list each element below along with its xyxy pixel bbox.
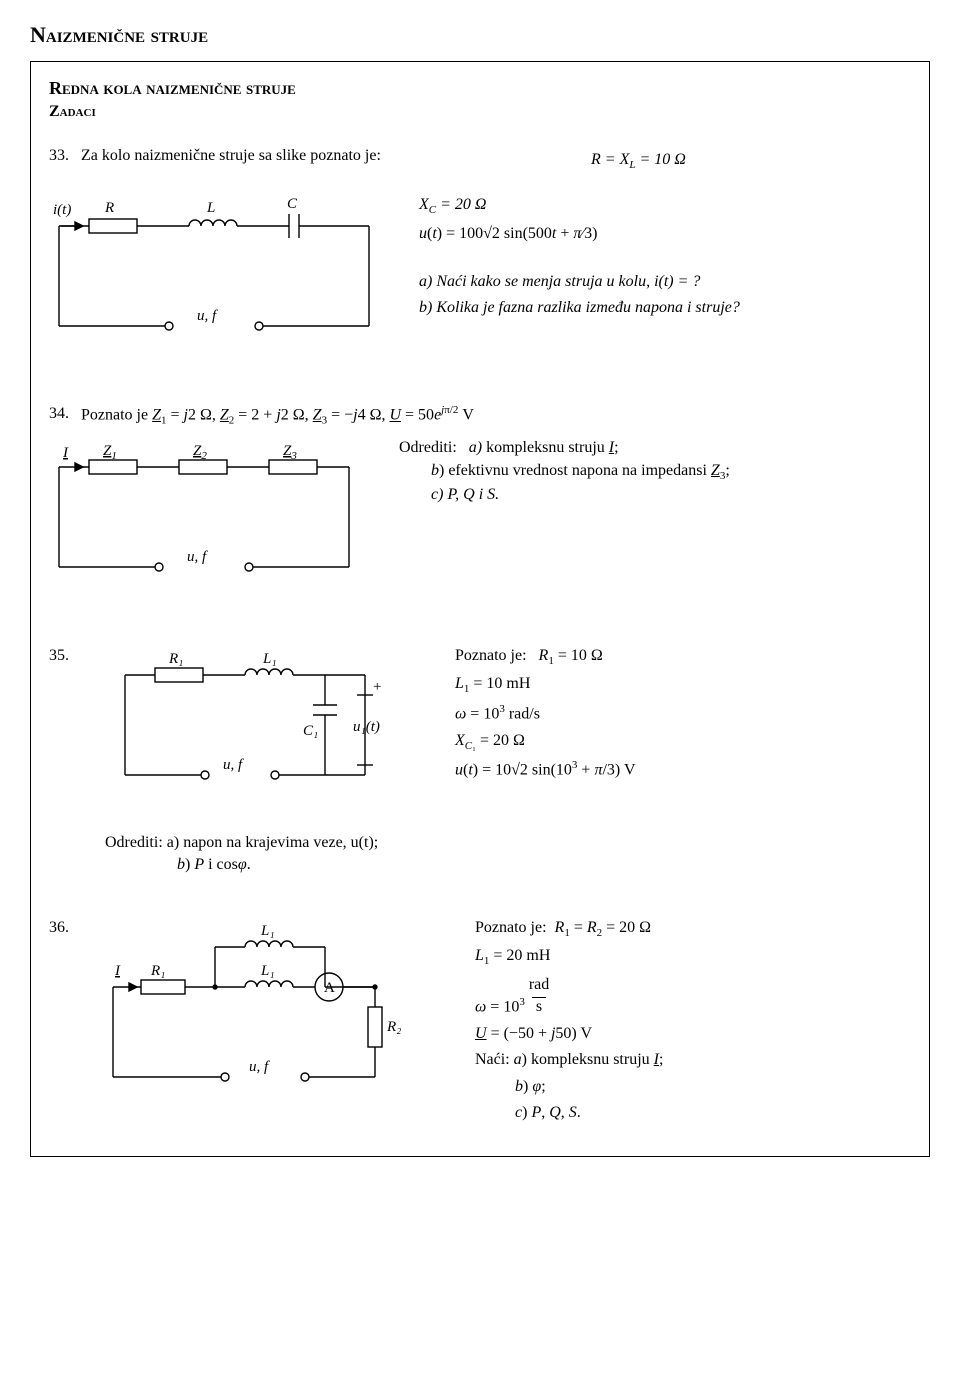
label-c1: C₁ bbox=[303, 723, 318, 739]
problem-33: 33. Za kolo naizmenične struje sa slike … bbox=[49, 145, 911, 363]
circuit-33: i(t) R L C bbox=[49, 186, 389, 363]
given-eq: ω = 103 rad/s bbox=[455, 702, 911, 726]
circuit-35: R₁ L₁ C₁ + bbox=[105, 645, 425, 877]
problem-number: 35. bbox=[49, 645, 75, 667]
problem-36: 36. I R₁ bbox=[49, 917, 911, 1129]
naci-block: Naći: a) kompleksnu struju I; bbox=[475, 1049, 911, 1071]
label-uf: u, f bbox=[249, 1059, 270, 1075]
problem-number: 33. bbox=[49, 145, 75, 167]
given-and-questions-33: XC = 20 Ω u(t) = 100√2 sin(500t + π⁄3) a… bbox=[419, 190, 911, 324]
circuit-36: I R₁ L₁ bbox=[105, 917, 445, 1114]
naci-label: Naći: bbox=[475, 1051, 510, 1068]
problem-number: 34. bbox=[49, 403, 75, 425]
given-eq: XC₁ = 20 Ω bbox=[455, 730, 911, 755]
label-r2: R₂ bbox=[386, 1019, 401, 1035]
question-b: b) Kolika je fazna razlika između napona… bbox=[419, 297, 911, 319]
label-z1: Z1 bbox=[103, 443, 117, 462]
problem-number: 36. bbox=[49, 917, 75, 939]
label-i: I bbox=[114, 963, 121, 979]
given-35: Poznato je: R1 = 10 Ω L1 = 10 mH ω = 103… bbox=[455, 645, 911, 786]
subsection-title: Zadaci bbox=[49, 101, 911, 123]
label-c: C bbox=[287, 196, 298, 212]
label-r1: R₁ bbox=[150, 963, 165, 979]
given-eq: u(t) = 10√2 sin(103 + π/3) V bbox=[455, 758, 911, 782]
problem-35: 35. R₁ L₁ bbox=[49, 645, 911, 877]
given-eq: XC = 20 Ω bbox=[419, 194, 911, 219]
label-l1a: L₁ bbox=[260, 923, 275, 939]
given-eq: ω = 103 rads bbox=[475, 974, 911, 1019]
section-title: Redna kola naizmenične struje bbox=[49, 76, 911, 101]
question-c: c) P, Q i S. bbox=[431, 484, 911, 506]
given-36: Poznato je: R1 = R2 = 20 Ω L1 = 20 mH ω … bbox=[475, 917, 911, 1129]
label-uf: u, f bbox=[197, 308, 218, 324]
label-plus: + bbox=[373, 679, 381, 695]
label-l: L bbox=[206, 200, 215, 216]
label-z3: Z3 bbox=[283, 443, 297, 462]
odrediti-block: Odrediti: a) napon na krajevima veze, u(… bbox=[105, 832, 425, 877]
ammeter-label: A bbox=[324, 980, 335, 996]
given-eq: u(t) = 100√2 sin(500t + π⁄3) bbox=[419, 223, 911, 245]
odrediti-label: Odrediti: bbox=[399, 439, 457, 456]
question-b: b) efektivnu vrednost napona na impedans… bbox=[431, 460, 911, 485]
problem-intro: Poznato je Z1 = j2 Ω, Z2 = 2 + j2 Ω, Z3 … bbox=[81, 403, 911, 429]
label-z2: Z2 bbox=[193, 443, 207, 462]
given-eq: R = XL = 10 Ω bbox=[591, 149, 911, 174]
poznato-label: Poznato je: bbox=[475, 919, 547, 936]
poznato-label: Poznato je: bbox=[455, 647, 527, 664]
circuit-34: I Z1 Z2 Z3 bbox=[49, 437, 369, 604]
label-l1: L₁ bbox=[262, 651, 277, 667]
label-r1: R₁ bbox=[168, 651, 183, 667]
given-block: R = XL = 10 Ω bbox=[591, 145, 911, 178]
label-r: R bbox=[104, 200, 114, 216]
label-u1t: u₁(t) bbox=[353, 719, 380, 735]
given-eq: L1 = 10 mH bbox=[455, 673, 911, 698]
content-box: Redna kola naizmenične struje Zadaci 33.… bbox=[30, 61, 930, 1158]
problem-34: 34. Poznato je Z1 = j2 Ω, Z2 = 2 + j2 Ω,… bbox=[49, 403, 911, 604]
question-b: b) φ; bbox=[515, 1076, 911, 1098]
page-title: Naizmenične struje bbox=[30, 20, 930, 51]
label-i: I bbox=[62, 445, 69, 461]
questions-34: Odrediti: a) kompleksnu struju I; b) efe… bbox=[399, 437, 911, 506]
question-a: a) Naći kako se menja struja u kolu, i(t… bbox=[419, 271, 911, 293]
label-uf: u, f bbox=[223, 757, 244, 773]
odrediti-line1: Odrediti: a) napon na krajevima veze, u(… bbox=[105, 834, 378, 851]
question-c: c) P, Q, S. bbox=[515, 1102, 911, 1124]
given-eq: L1 = 20 mH bbox=[475, 945, 911, 970]
given-eq: U = (−50 + j50) V bbox=[475, 1023, 911, 1045]
question-a: a) bbox=[469, 439, 482, 456]
label-uf: u, f bbox=[187, 549, 208, 565]
odrediti-line2: b) P i cosφ. bbox=[177, 856, 251, 873]
problem-intro: Za kolo naizmenične struje sa slike pozn… bbox=[81, 145, 585, 167]
label-l1b: L₁ bbox=[260, 963, 275, 979]
label-it: i(t) bbox=[53, 202, 71, 218]
